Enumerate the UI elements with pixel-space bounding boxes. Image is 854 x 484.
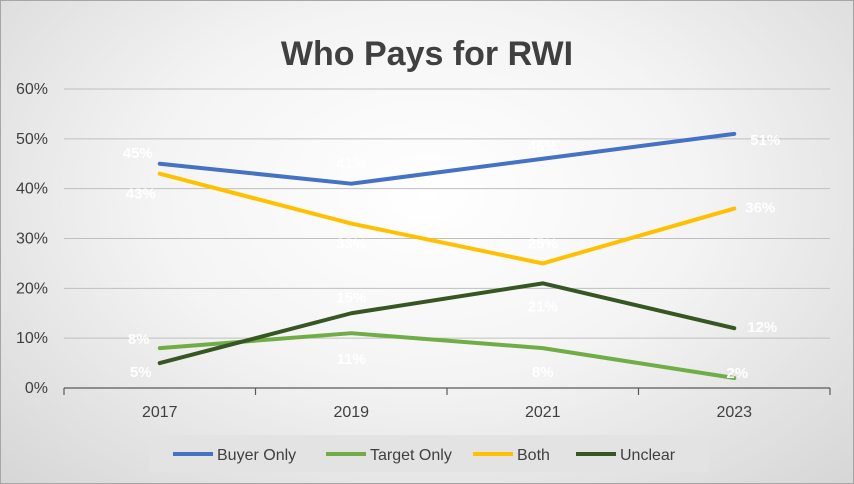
data-label: 21%: [528, 298, 558, 315]
series-line: [157, 131, 737, 186]
series-line: [157, 281, 737, 366]
data-label: 2%: [726, 365, 748, 382]
data-label: 41%: [336, 156, 366, 173]
x-tick-label: 2023: [716, 404, 752, 421]
legend-label: Buyer Only: [217, 447, 296, 464]
data-label: 46%: [528, 138, 558, 155]
x-tick-label: 2021: [525, 404, 561, 421]
y-axis: 0% 10% 20% 30% 40% 50% 60%: [16, 81, 48, 397]
data-label: 12%: [747, 319, 777, 336]
x-tick-label: 2017: [142, 404, 178, 421]
data-label: 11%: [337, 351, 366, 368]
legend-label: Unclear: [620, 447, 676, 464]
data-label: 33%: [336, 236, 366, 253]
y-tick-label: 60%: [16, 81, 48, 98]
data-label: 5%: [130, 364, 152, 381]
y-tick-label: 40%: [16, 181, 48, 198]
data-label: 51%: [750, 132, 780, 149]
legend-label: Target Only: [370, 447, 452, 464]
series-line: [157, 171, 737, 266]
series-lines: [157, 131, 737, 381]
series-line: [157, 331, 737, 381]
data-label: 45%: [123, 145, 153, 162]
legend: Buyer Only Target Only Both Unclear: [149, 435, 709, 472]
data-label: 36%: [745, 200, 775, 217]
y-tick-label: 30%: [16, 231, 48, 248]
y-tick-label: 10%: [16, 330, 48, 347]
data-label: 43%: [126, 186, 156, 203]
x-axis: 2017 2019 2021 2023: [63, 387, 831, 421]
data-labels: 45% 41% 46% 51% 8% 11% 8% 2% 43% 33% 25% 36% 5% 15% 21…: [123, 132, 781, 382]
data-label: 8%: [532, 364, 554, 381]
gridlines: [64, 88, 830, 339]
chart-title: Who Pays for RWI: [281, 35, 573, 73]
data-label: 15%: [336, 289, 366, 306]
y-tick-label: 20%: [16, 280, 48, 297]
data-label: 25%: [528, 235, 558, 252]
data-label: 8%: [128, 331, 150, 348]
legend-label: Both: [517, 447, 550, 464]
y-tick-label: 0%: [25, 380, 48, 397]
x-tick-label: 2019: [333, 404, 369, 421]
y-tick-label: 50%: [16, 131, 48, 148]
